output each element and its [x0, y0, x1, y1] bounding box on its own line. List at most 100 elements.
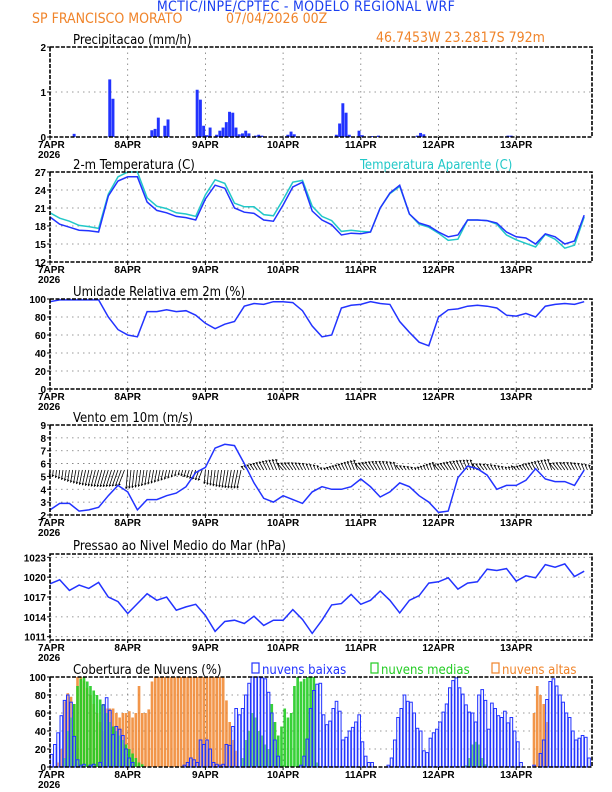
- cloud-bar-nuvens-baixas: [350, 726, 355, 768]
- precip-bar: [224, 122, 228, 137]
- cloud-bar-nuvens-altas: [131, 717, 134, 767]
- wind-vector-head: [106, 484, 109, 487]
- cloud-bar-nuvens-altas: [231, 740, 235, 767]
- cloud-bar-nuvens-baixas: [299, 764, 303, 768]
- cloud-bar-nuvens-baixas: [347, 730, 352, 768]
- cloud-bar-nuvens-baixas: [499, 717, 504, 768]
- precip-bar: [215, 134, 219, 137]
- cloud-bar-nuvens-altas: [147, 709, 151, 767]
- clouds-ytick-label: 40: [35, 727, 47, 738]
- clouds-xtick-label: 10APR: [267, 770, 300, 781]
- wind-ytick-label: 3: [40, 498, 46, 509]
- cloud-bar-nuvens-altas: [128, 711, 131, 767]
- humidity-ytick-label: 20: [35, 367, 47, 378]
- cloud-bar-nuvens-altas: [134, 713, 138, 767]
- wind-vector-head: [527, 462, 531, 465]
- temperature-line-temperatura-aparente-c-: [49, 171, 585, 250]
- cloud-bar-nuvens-baixas: [386, 764, 391, 768]
- cloud-bar-nuvens-baixas: [273, 739, 277, 768]
- cloud-bar-nuvens-baixas: [483, 699, 488, 768]
- cloud-bar-nuvens-baixas: [558, 694, 562, 768]
- cloud-bar-nuvens-baixas: [205, 739, 209, 768]
- cloud-bar-nuvens-medias: [140, 764, 144, 767]
- humidity-xtick-label: 7APR: [38, 392, 65, 403]
- precip-bar: [341, 103, 345, 137]
- wind-vector-head: [100, 484, 103, 487]
- wind-vector-head: [291, 462, 294, 465]
- wind-xtick-label: 11APR: [345, 518, 377, 529]
- wind-vector-head: [125, 486, 128, 490]
- cloud-bar-nuvens-baixas: [480, 689, 485, 768]
- precip-xtick-label: 9APR: [192, 140, 219, 151]
- precip-bar: [195, 89, 199, 137]
- wind-vector-head: [63, 478, 67, 481]
- cloud-bar-nuvens-medias: [134, 758, 138, 767]
- cloud-bar-nuvens-altas: [189, 677, 193, 767]
- wind-vector-head: [268, 459, 272, 463]
- precip-frame: [49, 46, 593, 138]
- cloud-bar-nuvens-baixas: [587, 757, 591, 768]
- wind-vector: [147, 469, 151, 485]
- legend-swatch-low: [251, 662, 260, 674]
- cloud-bar-nuvens-baixas: [470, 712, 475, 768]
- humidity-xtick-label: 10APR: [267, 392, 300, 403]
- precip-bar: [205, 135, 209, 137]
- cloud-bar-nuvens-medias: [82, 677, 86, 767]
- cloud-bar-nuvens-altas: [137, 686, 141, 767]
- precip-bar: [234, 127, 238, 137]
- cloud-bar-nuvens-medias: [296, 677, 299, 767]
- cloud-bar-nuvens-medias: [241, 758, 244, 767]
- cloud-bar-nuvens-baixas: [396, 717, 400, 768]
- cloud-bar-nuvens-altas: [140, 713, 144, 767]
- wind-ytick-label: 6: [40, 460, 46, 471]
- cloud-bar-nuvens-baixas: [464, 704, 468, 768]
- wind-vector-head: [452, 460, 456, 464]
- wind-vector-head: [203, 481, 206, 485]
- cloud-bar-nuvens-medias: [474, 741, 478, 767]
- cloud-bar-nuvens-altas: [192, 677, 196, 767]
- cloud-bar-nuvens-medias: [283, 708, 287, 767]
- wind-title: Vento em 10m (m/s): [73, 411, 193, 426]
- cloud-bar-nuvens-baixas: [389, 757, 394, 768]
- cloud-bar-nuvens-altas: [221, 677, 225, 767]
- wind-vector-head: [326, 467, 329, 470]
- wind-vector-head: [302, 463, 305, 466]
- precip-bar: [202, 125, 206, 137]
- cloud-bar-nuvens-baixas: [108, 709, 112, 768]
- temperature-xtick-label: 13APR: [500, 265, 533, 276]
- cloud-bar-nuvens-medias: [102, 704, 105, 767]
- pressure-frame: [49, 553, 593, 641]
- wind-vector-head: [186, 475, 189, 478]
- pressure-ytick-label: 1020: [24, 573, 47, 584]
- wind-vector-head: [371, 461, 375, 464]
- wind-vector: [206, 469, 210, 485]
- clouds-xtick-label: 13APR: [500, 770, 533, 781]
- clouds-ytick-label: 60: [35, 709, 47, 720]
- cloud-bar-nuvens-medias: [118, 735, 121, 767]
- cloud-bar-nuvens-baixas: [580, 735, 585, 768]
- cloud-bar-nuvens-baixas: [519, 762, 523, 768]
- wind-vector-head: [177, 472, 181, 476]
- wind-vector-head: [265, 460, 268, 463]
- cloud-bar-nuvens-baixas: [412, 712, 417, 768]
- cloud-bar-nuvens-altas: [173, 677, 176, 767]
- wind-vector-head: [433, 464, 437, 467]
- cloud-bar-nuvens-baixas: [121, 735, 125, 768]
- cloud-bar-nuvens-medias: [263, 744, 267, 767]
- cloud-bar-nuvens-baixas: [331, 708, 336, 768]
- precip-bar: [218, 130, 222, 137]
- wind-vector: [76, 469, 80, 485]
- wind-vector-head: [486, 464, 489, 467]
- cloud-bar-nuvens-baixas: [509, 717, 514, 768]
- cloud-bar-nuvens-baixas: [399, 708, 404, 768]
- wind-vector-head: [112, 483, 115, 487]
- cloud-bar-nuvens-baixas: [334, 700, 339, 768]
- cloud-bar-nuvens-baixas: [104, 697, 109, 768]
- cloud-bar-nuvens-baixas: [360, 741, 365, 768]
- cloud-bar-nuvens-baixas: [405, 700, 410, 768]
- precip-bar: [338, 123, 342, 137]
- wind-vector-head: [233, 485, 237, 489]
- wind-vector-head: [81, 482, 85, 486]
- cloud-bar-nuvens-baixas: [545, 699, 549, 768]
- wind-vector-head: [501, 466, 504, 469]
